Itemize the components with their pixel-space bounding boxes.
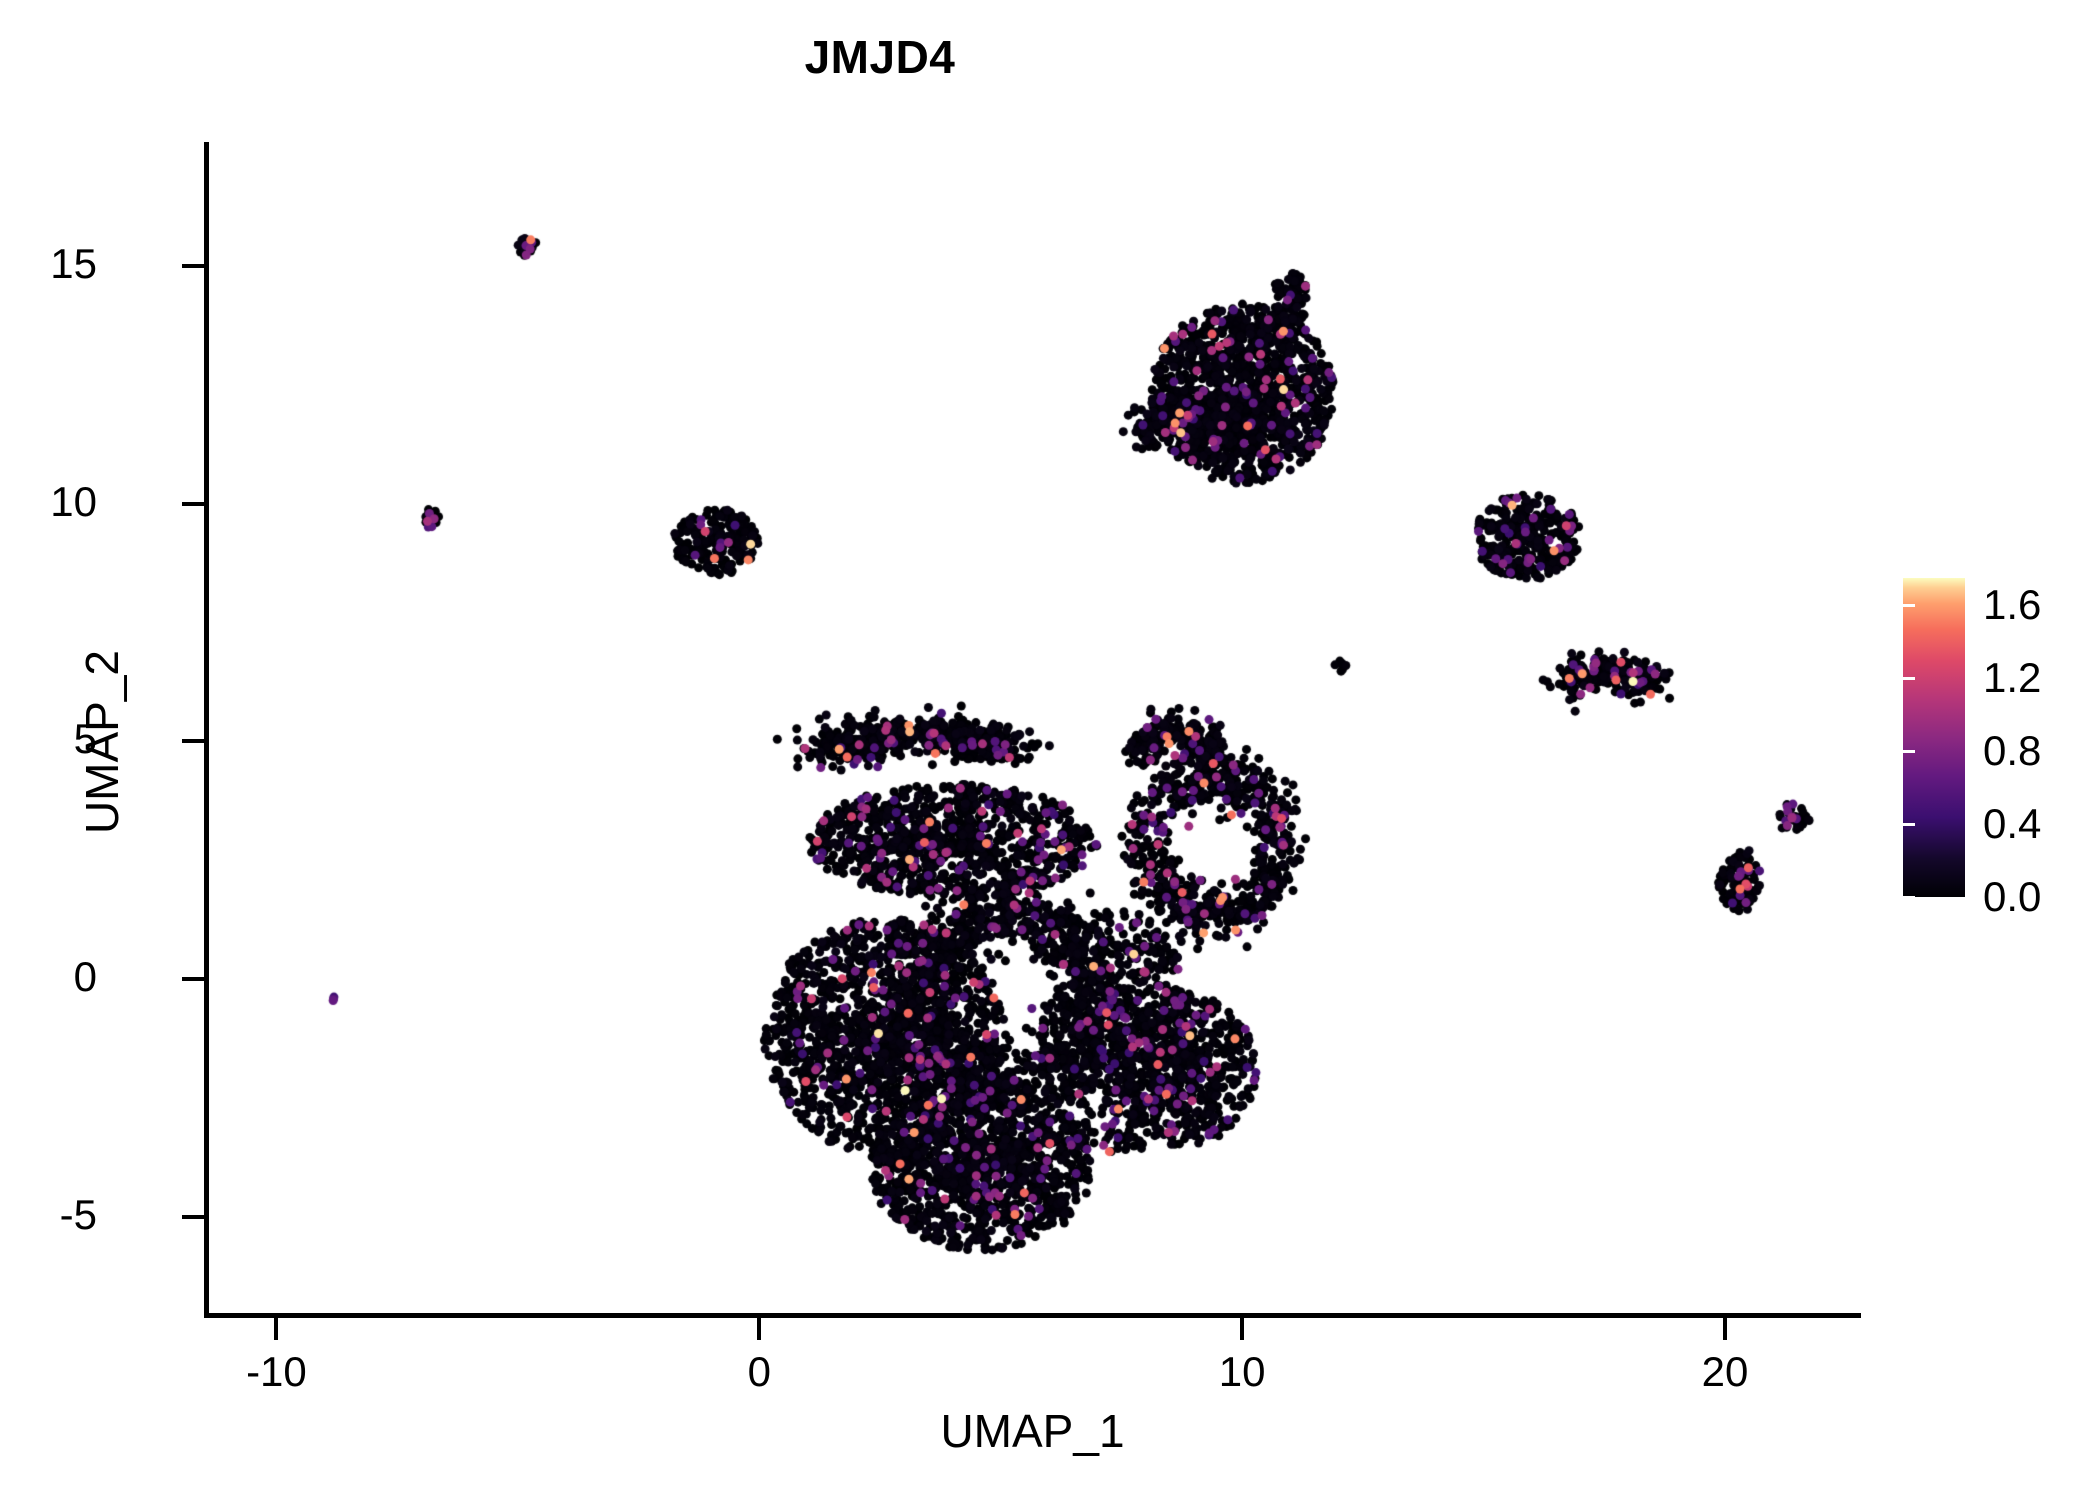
x-axis-label: UMAP_1 — [940, 1405, 1125, 1457]
y-axis-tick — [182, 977, 204, 982]
colorbar-gradient — [1903, 578, 1965, 897]
x-axis-tick — [757, 1318, 762, 1340]
x-axis-tick — [1723, 1318, 1727, 1340]
y-axis-tick-label: 15 — [50, 239, 97, 287]
colorbar-tick-mark — [1903, 603, 1915, 607]
y-axis-tick — [182, 1215, 204, 1220]
scatter-plot-area — [204, 142, 1894, 1317]
colorbar-tick-mark — [1903, 822, 1915, 826]
y-axis-tick-label: 0 — [73, 953, 97, 1001]
colorbar-tick-mark — [2071, 603, 2083, 607]
colorbar-tick-mark — [2071, 895, 2083, 899]
y-axis-tick — [182, 501, 204, 506]
colorbar-tick-label: 1.6 — [1983, 581, 2042, 629]
x-axis-tick — [1240, 1318, 1245, 1340]
x-axis-line — [204, 1313, 1861, 1318]
scatter-points-canvas — [204, 142, 1894, 1317]
colorbar-tick-mark — [2071, 822, 2083, 826]
y-axis-tick — [182, 739, 204, 744]
x-axis-tick-label: -10 — [246, 1348, 307, 1395]
x-axis-tick — [274, 1318, 279, 1340]
y-axis-tick-label: 5 — [73, 715, 97, 763]
colorbar-tick-mark — [1903, 749, 1915, 753]
x-axis-tick-label: 20 — [1701, 1348, 1749, 1395]
y-axis-tick-label: -5 — [59, 1191, 97, 1239]
colorbar-tick-mark — [1903, 895, 1915, 899]
y-axis-tick-label: 10 — [50, 477, 97, 525]
colorbar-tick-mark — [1903, 676, 1915, 680]
colorbar-tick-label: 0.0 — [1983, 873, 2042, 920]
colorbar-tick-mark — [2071, 749, 2083, 753]
colorbar-tick-label: 0.8 — [1983, 727, 2042, 775]
colorbar-tick-label: 1.2 — [1983, 654, 2042, 702]
y-axis-label: UMAP_2 — [76, 649, 128, 835]
y-axis-line — [204, 142, 209, 1315]
colorbar-tick-mark — [2071, 676, 2083, 680]
chart-title: JMJD4 — [804, 31, 956, 83]
colorbar-tick-label: 0.4 — [1983, 800, 2042, 848]
y-axis-tick — [182, 263, 204, 268]
x-axis-tick-label: 0 — [747, 1348, 771, 1395]
plot-panel — [204, 142, 1894, 1317]
colorbar-legend: 0.0 0.4 0.8 1.2 1.6 — [1903, 578, 2083, 920]
x-axis-tick-label: 10 — [1218, 1348, 1266, 1395]
